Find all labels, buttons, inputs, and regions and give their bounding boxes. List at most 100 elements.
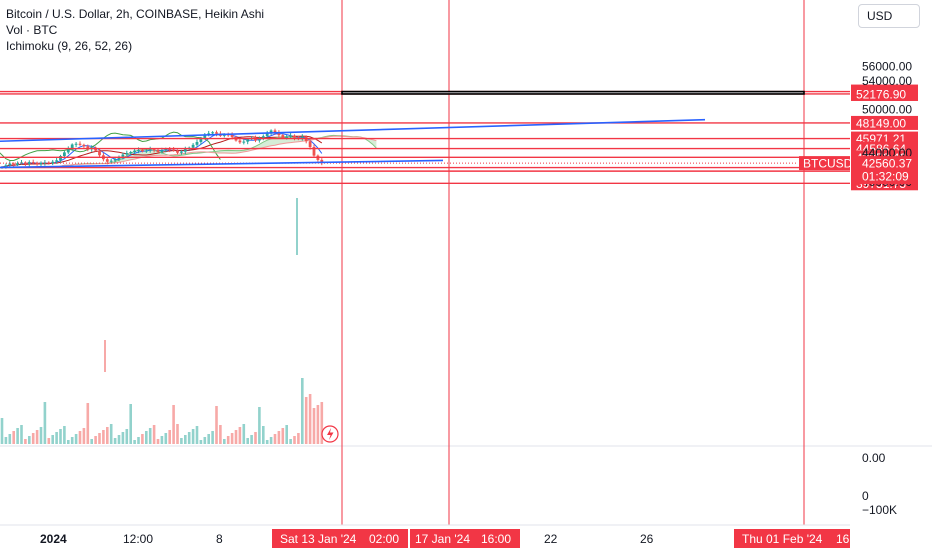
candle-body [16,163,19,165]
time-label-box [734,529,850,548]
volume-bar [312,408,316,444]
volume-bar [316,405,320,444]
ichimoku-span-a [56,134,377,168]
volume-bar [242,424,246,444]
candle-body [265,133,269,137]
current-price-box [851,156,918,185]
chart-title: Bitcoin / U.S. Dollar, 2h, COINBASE, Hei… [6,7,265,21]
volume-legend[interactable]: Vol · BTC [6,23,58,37]
volume-bar [31,433,35,444]
candle-body [211,132,214,134]
volume-bar [180,438,183,444]
volume-bar [82,428,86,444]
volume-bar [301,378,304,444]
volume-bar [109,424,113,444]
candle-body [261,136,265,138]
volume-bar [187,432,191,444]
candle-body [238,140,242,143]
candle-body [109,160,113,162]
volume-bar [4,437,8,444]
chart-header: Bitcoin / U.S. Dollar, 2h, COINBASE, Hei… [6,6,264,54]
volume-bar [172,405,175,444]
volume-bar [51,435,54,444]
volume-bar [199,440,203,444]
candle-body [98,150,101,156]
volume-bar [102,430,105,444]
volume-bar [234,430,238,444]
rectangle-zone [341,90,805,95]
countdown-text: 01:32:09 [862,170,909,184]
volume-bar [125,429,129,444]
candle-body [168,148,172,150]
volume-bar [320,402,324,444]
candle-body [133,150,136,153]
volume-bar [90,439,93,444]
volume-bar [265,440,269,444]
candle-body [183,149,187,152]
time-highlight-label: Sat 13 Jan '24 [280,532,357,546]
volume-bar [43,402,47,444]
ichimoku-lagging-line [0,131,221,161]
volume-bar [74,434,78,444]
candle-body [141,149,144,152]
volume-bar [78,431,82,444]
volume-bar [176,424,179,444]
volume-bar [168,430,171,444]
trendline-upper[interactable] [0,118,706,143]
ichimoku-legend[interactable]: Ichimoku (9, 26, 52, 26) [6,39,133,53]
time-axis-label: 8 [216,532,223,546]
price-axis-label: 50000.00 [862,103,912,117]
candle-body [39,163,43,165]
rectangle-zone[interactable] [341,90,805,95]
candle-body [78,143,82,145]
volume-bar [28,436,31,444]
volume-bar [215,406,218,444]
symbol-label-box [799,156,850,171]
trendline-lower[interactable] [0,159,444,169]
volume-bar [226,436,230,444]
volume-bar [20,425,23,444]
price-label-box [851,86,918,101]
candle-body [281,135,285,139]
candle-body [86,146,90,150]
volume-bar [219,425,222,444]
candle-body [180,151,183,153]
time-label-box [410,529,520,548]
candle-body [55,160,58,162]
volume-bar [277,431,281,444]
candle-body [113,159,117,161]
candle-body [176,150,179,153]
price-axis-label: 54000.00 [862,74,912,88]
volume-bar [67,440,70,444]
volume-bar [281,428,285,444]
volume-bar [145,431,148,444]
candle-body [121,154,125,157]
volume-bar [293,436,296,444]
candle-body [285,136,289,139]
volume-bar [308,394,312,444]
time-axis: 2024 12:00 8 22 26 Sat 13 Jan '24 02:00 17 Jan … [0,524,860,548]
candle-body [273,130,277,133]
price-axis: 52512.1752176.9048149.0045971.2144586.64… [799,60,918,517]
currency-button[interactable]: USD [858,4,920,28]
candle-body [293,135,296,138]
volume-bar [117,435,121,444]
candle-body [203,134,207,139]
candle-body [308,141,312,147]
candle-body [277,132,281,136]
candle-body [246,139,250,142]
volume-bar [55,432,58,444]
candle-body [12,163,16,165]
price-axis-label: 0 [862,489,869,503]
price-label-box [851,115,918,130]
candle-body [207,133,211,135]
time-highlight-label: 16:0 [836,532,860,546]
volume-bar [223,439,226,444]
candle-body [137,149,140,151]
time-highlight-label: Thu 01 Feb '24 [742,532,823,546]
volume-bars [0,378,339,444]
volume-bar [98,433,101,444]
volume-bar [8,434,12,444]
volume-bar [152,425,156,444]
